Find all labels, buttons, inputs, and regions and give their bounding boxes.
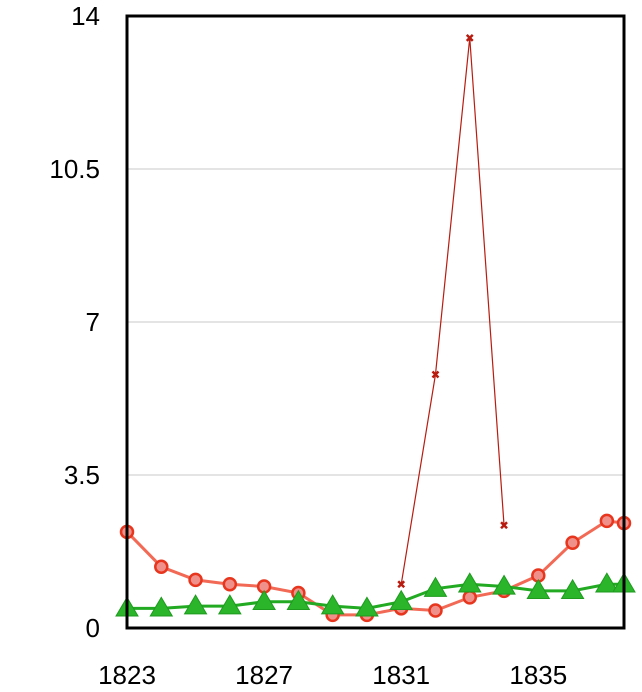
y-tick-label: 7	[86, 307, 100, 337]
series-line	[127, 582, 624, 610]
data-point	[320, 594, 345, 615]
y-tick-label: 3.5	[64, 460, 100, 490]
y-tick-label: 10.5	[49, 154, 100, 184]
x-tick-label: 1831	[372, 660, 430, 690]
data-point	[565, 535, 580, 551]
y-axis-ticks: 0 3.5 7 10.5 14	[49, 1, 100, 643]
data-point	[431, 370, 440, 379]
data-point	[465, 33, 474, 42]
x-tick-label: 1823	[98, 660, 156, 690]
plot-frame	[125, 14, 626, 630]
data-point	[599, 513, 615, 529]
data-point	[286, 589, 311, 610]
data-point	[594, 572, 619, 593]
x-tick-label: 1827	[235, 660, 293, 690]
data-point	[560, 578, 585, 600]
y-tick-label: 0	[86, 613, 100, 643]
data-point	[423, 576, 448, 597]
series-line	[125, 519, 625, 617]
series-layer	[115, 33, 636, 623]
data-point	[500, 521, 508, 530]
data-point	[217, 594, 242, 615]
grid-lines	[127, 168, 624, 476]
data-point	[397, 580, 406, 589]
y-tick-label: 14	[71, 1, 100, 31]
data-point	[188, 572, 203, 588]
data-point	[355, 596, 379, 617]
data-point	[154, 559, 169, 575]
series-triangle	[115, 572, 636, 617]
data-point	[492, 574, 516, 595]
data-point	[183, 594, 208, 615]
data-point	[222, 577, 238, 592]
x-axis-ticks: 1823 1827 1831 1835	[98, 660, 567, 690]
x-tick-label: 1835	[509, 660, 567, 690]
series-line	[400, 37, 505, 585]
data-point	[149, 596, 174, 617]
data-point	[252, 589, 276, 610]
data-point	[428, 603, 443, 618]
data-point	[389, 589, 414, 610]
series-x	[397, 33, 508, 589]
data-point	[457, 572, 482, 593]
data-point	[526, 578, 551, 600]
data-point	[462, 590, 478, 605]
